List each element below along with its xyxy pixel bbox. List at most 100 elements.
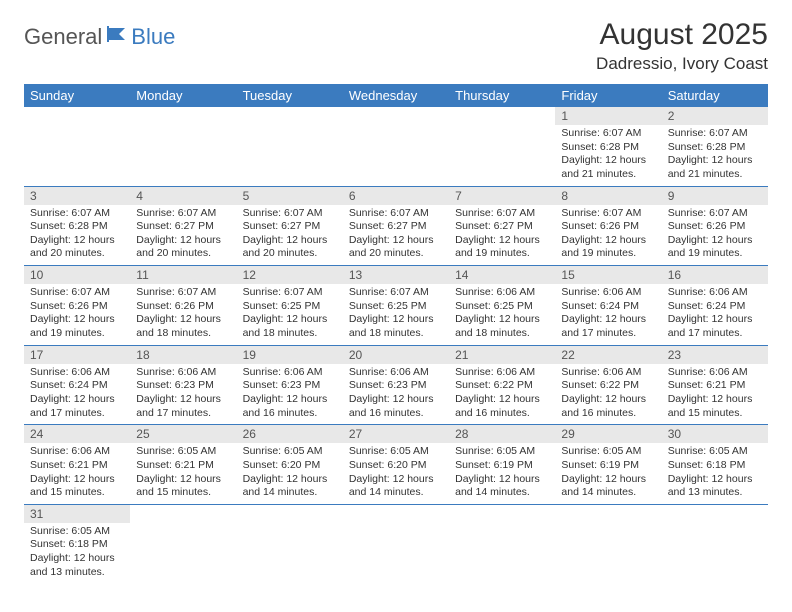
weekday-header: Thursday bbox=[449, 84, 555, 107]
day-number: 16 bbox=[662, 266, 768, 284]
sunrise-text: Sunrise: 6:05 AM bbox=[136, 445, 230, 459]
weekday-header: Saturday bbox=[662, 84, 768, 107]
day-number bbox=[24, 107, 130, 125]
sunrise-text: Sunrise: 6:06 AM bbox=[668, 366, 762, 380]
daylight-text: Daylight: 12 hours and 18 minutes. bbox=[243, 313, 337, 340]
sunrise-text: Sunrise: 6:06 AM bbox=[30, 366, 124, 380]
sunrise-text: Sunrise: 6:07 AM bbox=[668, 207, 762, 221]
sunset-text: Sunset: 6:26 PM bbox=[561, 220, 655, 234]
sunrise-text: Sunrise: 6:06 AM bbox=[455, 286, 549, 300]
sunset-text: Sunset: 6:27 PM bbox=[455, 220, 549, 234]
day-number bbox=[449, 505, 555, 523]
calendar-cell: 27Sunrise: 6:05 AMSunset: 6:20 PMDayligh… bbox=[343, 425, 449, 505]
day-details: Sunrise: 6:06 AMSunset: 6:23 PMDaylight:… bbox=[130, 364, 236, 425]
calendar-cell: 13Sunrise: 6:07 AMSunset: 6:25 PMDayligh… bbox=[343, 266, 449, 346]
sunrise-text: Sunrise: 6:06 AM bbox=[136, 366, 230, 380]
daylight-text: Daylight: 12 hours and 15 minutes. bbox=[30, 473, 124, 500]
sunset-text: Sunset: 6:19 PM bbox=[455, 459, 549, 473]
daylight-text: Daylight: 12 hours and 19 minutes. bbox=[561, 234, 655, 261]
calendar-cell: 3Sunrise: 6:07 AMSunset: 6:28 PMDaylight… bbox=[24, 186, 130, 266]
day-number bbox=[130, 107, 236, 125]
calendar-cell: 26Sunrise: 6:05 AMSunset: 6:20 PMDayligh… bbox=[237, 425, 343, 505]
title-block: August 2025 Dadressio, Ivory Coast bbox=[596, 18, 768, 74]
day-details: Sunrise: 6:07 AMSunset: 6:27 PMDaylight:… bbox=[343, 205, 449, 266]
daylight-text: Daylight: 12 hours and 14 minutes. bbox=[243, 473, 337, 500]
day-details: Sunrise: 6:07 AMSunset: 6:26 PMDaylight:… bbox=[555, 205, 661, 266]
sunrise-text: Sunrise: 6:07 AM bbox=[349, 207, 443, 221]
calendar-cell bbox=[343, 504, 449, 583]
day-number: 20 bbox=[343, 346, 449, 364]
sunrise-text: Sunrise: 6:07 AM bbox=[136, 286, 230, 300]
daylight-text: Daylight: 12 hours and 17 minutes. bbox=[668, 313, 762, 340]
sunrise-text: Sunrise: 6:05 AM bbox=[561, 445, 655, 459]
calendar-cell: 2Sunrise: 6:07 AMSunset: 6:28 PMDaylight… bbox=[662, 107, 768, 186]
sunrise-text: Sunrise: 6:07 AM bbox=[136, 207, 230, 221]
calendar-cell: 8Sunrise: 6:07 AMSunset: 6:26 PMDaylight… bbox=[555, 186, 661, 266]
calendar-cell: 25Sunrise: 6:05 AMSunset: 6:21 PMDayligh… bbox=[130, 425, 236, 505]
calendar-cell bbox=[343, 107, 449, 186]
sunset-text: Sunset: 6:18 PM bbox=[30, 538, 124, 552]
calendar-week-row: 31Sunrise: 6:05 AMSunset: 6:18 PMDayligh… bbox=[24, 504, 768, 583]
sunrise-text: Sunrise: 6:06 AM bbox=[30, 445, 124, 459]
sunrise-text: Sunrise: 6:06 AM bbox=[243, 366, 337, 380]
day-details: Sunrise: 6:07 AMSunset: 6:28 PMDaylight:… bbox=[555, 125, 661, 186]
daylight-text: Daylight: 12 hours and 16 minutes. bbox=[561, 393, 655, 420]
sunrise-text: Sunrise: 6:07 AM bbox=[30, 207, 124, 221]
calendar-cell: 28Sunrise: 6:05 AMSunset: 6:19 PMDayligh… bbox=[449, 425, 555, 505]
sunrise-text: Sunrise: 6:06 AM bbox=[561, 286, 655, 300]
daylight-text: Daylight: 12 hours and 19 minutes. bbox=[30, 313, 124, 340]
sunset-text: Sunset: 6:25 PM bbox=[243, 300, 337, 314]
sunset-text: Sunset: 6:24 PM bbox=[561, 300, 655, 314]
day-number: 12 bbox=[237, 266, 343, 284]
day-number: 21 bbox=[449, 346, 555, 364]
calendar-cell: 29Sunrise: 6:05 AMSunset: 6:19 PMDayligh… bbox=[555, 425, 661, 505]
day-number: 3 bbox=[24, 187, 130, 205]
sunset-text: Sunset: 6:22 PM bbox=[561, 379, 655, 393]
header: General Blue August 2025 Dadressio, Ivor… bbox=[24, 18, 768, 74]
day-number: 26 bbox=[237, 425, 343, 443]
sunrise-text: Sunrise: 6:06 AM bbox=[561, 366, 655, 380]
daylight-text: Daylight: 12 hours and 16 minutes. bbox=[243, 393, 337, 420]
daylight-text: Daylight: 12 hours and 19 minutes. bbox=[455, 234, 549, 261]
day-number: 6 bbox=[343, 187, 449, 205]
day-details: Sunrise: 6:07 AMSunset: 6:28 PMDaylight:… bbox=[662, 125, 768, 186]
sunrise-text: Sunrise: 6:07 AM bbox=[561, 207, 655, 221]
sunset-text: Sunset: 6:21 PM bbox=[136, 459, 230, 473]
calendar-cell: 14Sunrise: 6:06 AMSunset: 6:25 PMDayligh… bbox=[449, 266, 555, 346]
day-details: Sunrise: 6:07 AMSunset: 6:26 PMDaylight:… bbox=[24, 284, 130, 345]
calendar-cell bbox=[130, 107, 236, 186]
sunset-text: Sunset: 6:26 PM bbox=[30, 300, 124, 314]
day-number: 10 bbox=[24, 266, 130, 284]
daylight-text: Daylight: 12 hours and 20 minutes. bbox=[243, 234, 337, 261]
calendar-cell: 22Sunrise: 6:06 AMSunset: 6:22 PMDayligh… bbox=[555, 345, 661, 425]
day-number bbox=[343, 107, 449, 125]
sunset-text: Sunset: 6:26 PM bbox=[136, 300, 230, 314]
sunset-text: Sunset: 6:23 PM bbox=[349, 379, 443, 393]
calendar-table: SundayMondayTuesdayWednesdayThursdayFrid… bbox=[24, 84, 768, 583]
calendar-cell bbox=[449, 107, 555, 186]
day-number bbox=[237, 107, 343, 125]
calendar-cell bbox=[662, 504, 768, 583]
calendar-cell bbox=[555, 504, 661, 583]
sunset-text: Sunset: 6:26 PM bbox=[668, 220, 762, 234]
daylight-text: Daylight: 12 hours and 15 minutes. bbox=[668, 393, 762, 420]
daylight-text: Daylight: 12 hours and 19 minutes. bbox=[668, 234, 762, 261]
day-number: 1 bbox=[555, 107, 661, 125]
sunset-text: Sunset: 6:24 PM bbox=[668, 300, 762, 314]
sunset-text: Sunset: 6:21 PM bbox=[668, 379, 762, 393]
day-details: Sunrise: 6:06 AMSunset: 6:22 PMDaylight:… bbox=[449, 364, 555, 425]
day-details: Sunrise: 6:07 AMSunset: 6:28 PMDaylight:… bbox=[24, 205, 130, 266]
day-number bbox=[662, 505, 768, 523]
calendar-cell: 31Sunrise: 6:05 AMSunset: 6:18 PMDayligh… bbox=[24, 504, 130, 583]
day-number: 11 bbox=[130, 266, 236, 284]
sunrise-text: Sunrise: 6:07 AM bbox=[349, 286, 443, 300]
sunset-text: Sunset: 6:28 PM bbox=[668, 141, 762, 155]
weekday-header: Monday bbox=[130, 84, 236, 107]
sunset-text: Sunset: 6:22 PM bbox=[455, 379, 549, 393]
daylight-text: Daylight: 12 hours and 14 minutes. bbox=[349, 473, 443, 500]
weekday-header: Tuesday bbox=[237, 84, 343, 107]
daylight-text: Daylight: 12 hours and 16 minutes. bbox=[455, 393, 549, 420]
calendar-cell bbox=[24, 107, 130, 186]
calendar-cell: 7Sunrise: 6:07 AMSunset: 6:27 PMDaylight… bbox=[449, 186, 555, 266]
calendar-cell: 10Sunrise: 6:07 AMSunset: 6:26 PMDayligh… bbox=[24, 266, 130, 346]
